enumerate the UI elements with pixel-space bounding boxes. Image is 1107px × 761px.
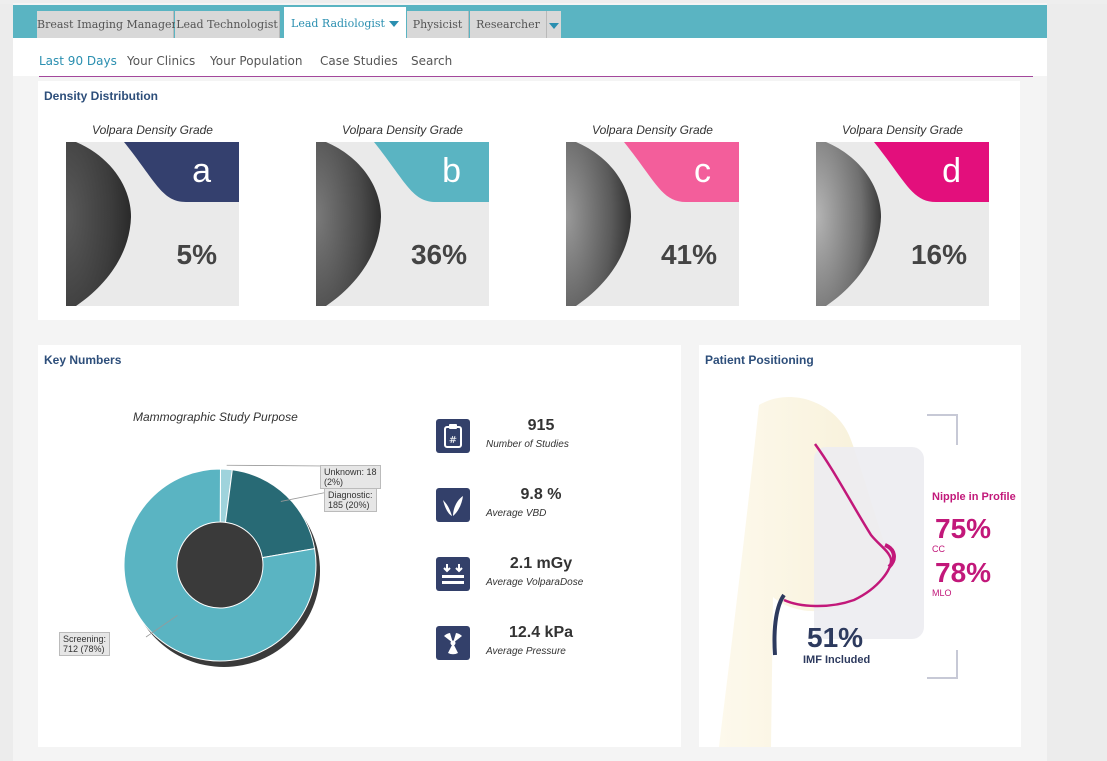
donut-label-subtext: 712 (78%) xyxy=(63,644,105,654)
tab-breast-imaging-manager[interactable]: Breast Imaging Manager xyxy=(37,11,177,39)
grade-caption: Volpara Density Grade xyxy=(842,123,963,137)
svg-text:#: # xyxy=(449,435,457,446)
donut-label-unknown: Unknown: 18 (2%) xyxy=(320,465,381,489)
chart-title: Mammographic Study Purpose xyxy=(133,410,298,424)
donut-label-diagnostic: Diagnostic: 185 (20%) xyxy=(324,488,377,512)
donut-label-subtext: 185 (20%) xyxy=(328,500,370,510)
grade-letter: c xyxy=(694,152,711,190)
density-distribution-panel: Density Distribution Volpara Density Gra… xyxy=(38,81,1020,320)
stat-label: Average VBD xyxy=(486,508,547,519)
subnav-last-90-days[interactable]: Last 90 Days xyxy=(39,54,117,68)
mammogram-image-b: b 36% xyxy=(316,142,489,306)
imf-label: IMF Included xyxy=(803,654,871,666)
stat-value: 2.1 mGy xyxy=(509,555,573,572)
panel-title: Patient Positioning xyxy=(705,353,814,367)
donut-label-text: Unknown: 18 xyxy=(324,467,377,477)
imf-percent: 51% xyxy=(807,622,864,653)
stat-label: Average Pressure xyxy=(486,646,566,657)
stat-average-pressure: 12.4 kPa Average Pressure xyxy=(436,624,676,666)
volpara-logo-icon xyxy=(436,488,470,522)
grade-letter: d xyxy=(942,152,961,190)
dashboard: Breast Imaging Manager Lead Technologist… xyxy=(13,3,1047,761)
mammogram-graphic xyxy=(66,142,239,306)
grade-percent: 16% xyxy=(910,239,967,270)
key-numbers-panel: Key Numbers Mammographic Study Purpose U… xyxy=(38,345,681,747)
tab-lead-radiologist[interactable]: Lead Radiologist xyxy=(284,7,406,40)
chevron-down-icon xyxy=(549,23,559,29)
subnav-underline xyxy=(39,76,1033,77)
donut-slice-screening[interactable] xyxy=(123,468,317,662)
mammogram-graphic xyxy=(816,142,989,306)
donut-slice-diagnostic[interactable] xyxy=(224,469,316,559)
study-purpose-donut-chart xyxy=(123,464,329,667)
donut-leader-line xyxy=(145,615,178,638)
patient-positioning-panel: Patient Positioning Nipple in Profile 75… xyxy=(699,345,1021,747)
donut-label-text: Diagnostic: xyxy=(328,490,373,500)
donut-label-subtext: (2%) xyxy=(324,477,344,487)
grade-percent: 41% xyxy=(660,239,717,270)
mammogram-graphic xyxy=(316,142,489,306)
grade-letter: b xyxy=(442,152,461,190)
panel-title: Density Distribution xyxy=(44,89,159,103)
role-tab-bar: Breast Imaging Manager Lead Technologist… xyxy=(13,5,1047,40)
stat-value: 915 xyxy=(527,417,555,434)
panel-title: Key Numbers xyxy=(44,353,122,367)
stat-value: 12.4 kPa xyxy=(508,624,574,641)
donut-leader-line xyxy=(280,491,329,502)
stat-average-vbd: 9.8 % Average VBD xyxy=(436,486,676,528)
subnav-your-population[interactable]: Your Population xyxy=(210,54,303,68)
subnav-case-studies[interactable]: Case Studies xyxy=(320,54,398,68)
more-roles-button[interactable] xyxy=(547,11,561,39)
subnav-search[interactable]: Search xyxy=(411,54,453,68)
grade-letter: a xyxy=(192,152,211,190)
mlo-percent: 78% xyxy=(935,557,992,588)
grade-caption: Volpara Density Grade xyxy=(342,123,463,137)
stat-value: 9.8 % xyxy=(520,486,562,503)
mlo-label: MLO xyxy=(932,588,952,598)
mammogram-image-c: c 41% xyxy=(566,142,739,306)
stat-label: Number of Studies xyxy=(486,439,569,450)
donut-label-text: Screening: xyxy=(63,634,107,644)
donut-label-screening: Screening: 712 (78%) xyxy=(59,632,111,656)
tab-lead-radiologist-label: Lead Radiologist xyxy=(291,17,385,30)
chevron-down-icon xyxy=(388,21,399,27)
grade-percent: 5% xyxy=(176,239,217,270)
mammogram-image-a: a 5% xyxy=(66,142,239,306)
grade-percent: 36% xyxy=(410,239,467,270)
sub-navigation xyxy=(13,38,1047,76)
tab-lead-technologist[interactable]: Lead Technologist xyxy=(175,11,280,39)
tab-researcher[interactable]: Researcher xyxy=(470,11,547,39)
stat-number-of-studies: # 915 Number of Studies xyxy=(436,417,676,459)
stat-average-dose: 2.1 mGy Average VolparaDose xyxy=(436,555,676,597)
radiation-icon xyxy=(436,626,470,660)
cc-label: CC xyxy=(932,544,945,554)
nipple-in-profile-heading: Nipple in Profile xyxy=(932,491,1016,503)
cc-percent: 75% xyxy=(935,513,992,544)
stat-label: Average VolparaDose xyxy=(486,577,584,588)
window-top-strip xyxy=(0,0,1107,4)
subnav-your-clinics[interactable]: Your Clinics xyxy=(127,54,196,68)
mammogram-image-d: d 16% xyxy=(816,142,989,306)
clipboard-icon: # xyxy=(436,419,470,453)
grade-caption: Volpara Density Grade xyxy=(592,123,713,137)
grade-caption: Volpara Density Grade xyxy=(92,123,213,137)
tab-physicist[interactable]: Physicist xyxy=(407,11,469,39)
mammogram-graphic xyxy=(566,142,739,306)
breast-positioning-illustration xyxy=(719,397,958,747)
donut-leader-line xyxy=(226,464,326,467)
dose-icon xyxy=(436,557,470,591)
